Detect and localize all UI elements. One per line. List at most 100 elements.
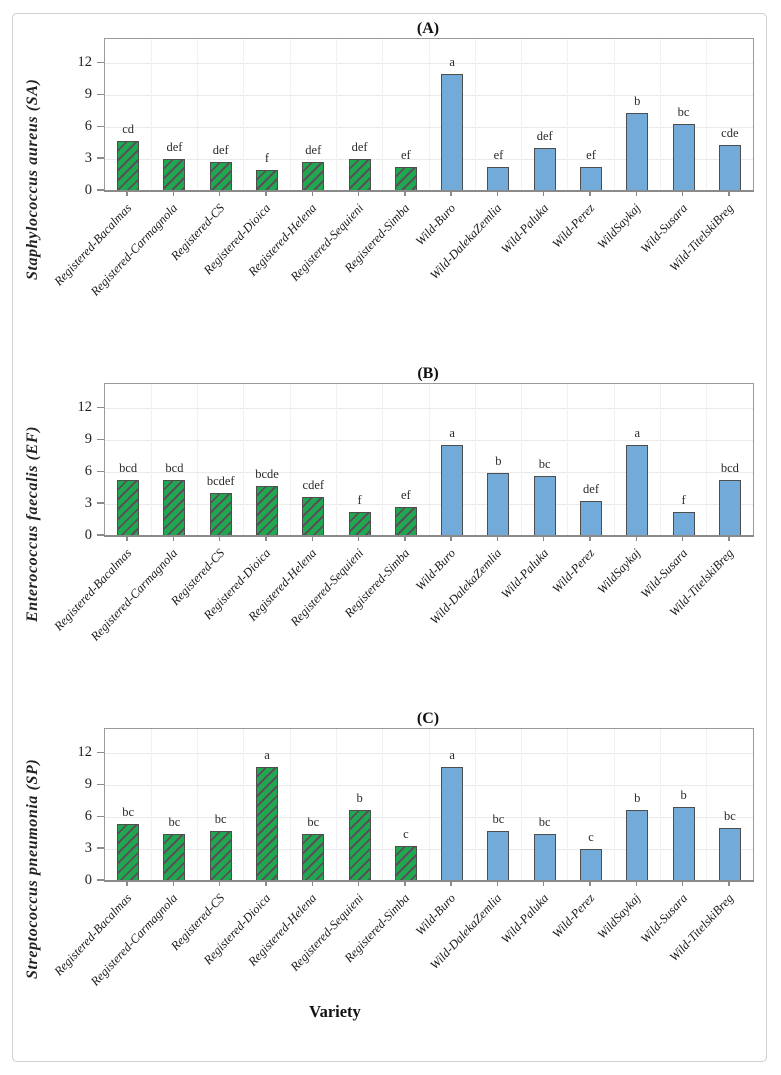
bar-wild xyxy=(580,500,602,536)
x-tick-mark xyxy=(635,191,637,196)
bar-registered xyxy=(117,479,140,536)
bar-registered xyxy=(302,162,325,191)
gridline-vertical xyxy=(289,384,291,536)
significance-letter: bcd xyxy=(119,460,138,475)
bar-registered xyxy=(163,834,186,881)
bar-registered xyxy=(394,507,417,536)
gridline-vertical xyxy=(567,729,569,881)
significance-letter: ef xyxy=(493,147,504,162)
x-tick-mark xyxy=(126,191,128,196)
y-tick-mark xyxy=(97,157,104,159)
gridline-vertical xyxy=(197,729,199,881)
gridline-vertical xyxy=(659,39,661,191)
x-axis-line xyxy=(104,535,754,537)
x-tick-mark xyxy=(404,536,406,541)
x-tick-mark xyxy=(126,881,128,886)
bar-wild xyxy=(580,166,602,191)
significance-letter: bc xyxy=(214,812,227,827)
bar-registered xyxy=(209,162,232,191)
x-tick-mark xyxy=(681,536,684,541)
bar-wild xyxy=(580,849,602,881)
bar-registered xyxy=(256,169,278,191)
gridline-vertical xyxy=(474,729,476,881)
x-tick-mark xyxy=(404,191,406,196)
bar-wild xyxy=(718,145,741,191)
bar-registered xyxy=(256,486,278,536)
y-tick-mark xyxy=(97,406,104,409)
bar-wild xyxy=(672,124,695,191)
gridline-vertical xyxy=(243,39,245,191)
x-tick-mark xyxy=(450,191,452,196)
significance-letter: ef xyxy=(586,147,596,162)
gridline-vertical xyxy=(428,384,430,536)
y-tick-mark xyxy=(97,61,104,64)
bar-registered xyxy=(209,831,232,881)
y-tick-label: 3 xyxy=(84,495,92,512)
gridline-vertical xyxy=(382,384,384,536)
gridline-vertical xyxy=(382,39,384,191)
gridline-vertical xyxy=(567,39,569,191)
bar-wild xyxy=(533,834,556,881)
x-tick-mark xyxy=(496,536,499,541)
significance-letter: b xyxy=(634,790,641,805)
panel-c-title: (C) xyxy=(416,710,440,727)
x-tick-mark xyxy=(681,881,684,886)
y-tick-label: 12 xyxy=(77,399,93,416)
significance-letter: f xyxy=(357,492,362,507)
gridline-vertical xyxy=(150,384,152,536)
y-tick-mark xyxy=(97,847,104,849)
y-tick-label: 12 xyxy=(77,54,93,71)
bar-registered xyxy=(302,834,325,881)
gridline-vertical xyxy=(521,729,523,881)
x-tick-mark xyxy=(450,536,452,541)
significance-letter: f xyxy=(681,492,686,507)
y-tick-label: 6 xyxy=(84,808,92,825)
significance-letter: bcdef xyxy=(206,474,235,489)
x-tick-mark xyxy=(172,191,175,196)
gridline-vertical xyxy=(706,384,708,536)
significance-letter: bc xyxy=(677,105,690,120)
y-tick-label: 3 xyxy=(84,840,92,857)
bar-registered xyxy=(348,511,371,536)
gridline-vertical xyxy=(197,384,199,536)
x-tick-mark xyxy=(728,191,730,196)
plot-area: bcd bcd bcdef bcde cdef f ef a b bc def a f bcd xyxy=(104,383,754,537)
x-tick-mark xyxy=(635,881,637,886)
x-tick-mark xyxy=(172,881,175,886)
bar-registered xyxy=(348,159,371,191)
bar-wild xyxy=(672,806,695,881)
gridline-vertical xyxy=(335,39,337,191)
bar-registered xyxy=(209,493,232,536)
bar-wild xyxy=(487,166,510,191)
significance-letter: bc xyxy=(122,804,135,819)
gridline-vertical xyxy=(197,39,199,191)
x-axis-line xyxy=(104,880,754,882)
y-tick-label: 9 xyxy=(84,431,92,448)
significance-letter: def xyxy=(351,140,368,155)
x-tick-mark xyxy=(357,191,360,196)
x-tick-mark xyxy=(126,536,128,541)
panel-b-y-axis-label: Enterococcus faecalis (EF) xyxy=(24,425,41,623)
significance-letter: bcd xyxy=(165,460,184,475)
gridline-vertical xyxy=(289,39,291,191)
bar-wild xyxy=(487,831,510,881)
significance-letter: a xyxy=(634,425,641,440)
bar-wild xyxy=(626,809,649,881)
y-tick-label: 6 xyxy=(84,463,92,480)
y-tick-mark xyxy=(97,438,104,441)
y-tick-mark xyxy=(97,189,104,191)
gridline-vertical xyxy=(706,729,708,881)
y-tick-mark xyxy=(97,879,104,881)
gridline-vertical xyxy=(613,729,615,881)
significance-letter: f xyxy=(264,150,270,165)
y-tick-label: 9 xyxy=(84,86,92,103)
panel-c-y-axis-label: Streptococcus pneumonia (SP) xyxy=(24,758,41,980)
bar-registered xyxy=(117,141,140,191)
x-tick-mark xyxy=(543,881,545,886)
y-tick-mark xyxy=(97,534,104,536)
y-tick-label: 0 xyxy=(84,872,92,888)
significance-letter: bcde xyxy=(255,467,279,482)
significance-letter: ef xyxy=(400,147,411,162)
significance-letter: b xyxy=(495,454,502,469)
gridline-vertical xyxy=(335,729,337,881)
